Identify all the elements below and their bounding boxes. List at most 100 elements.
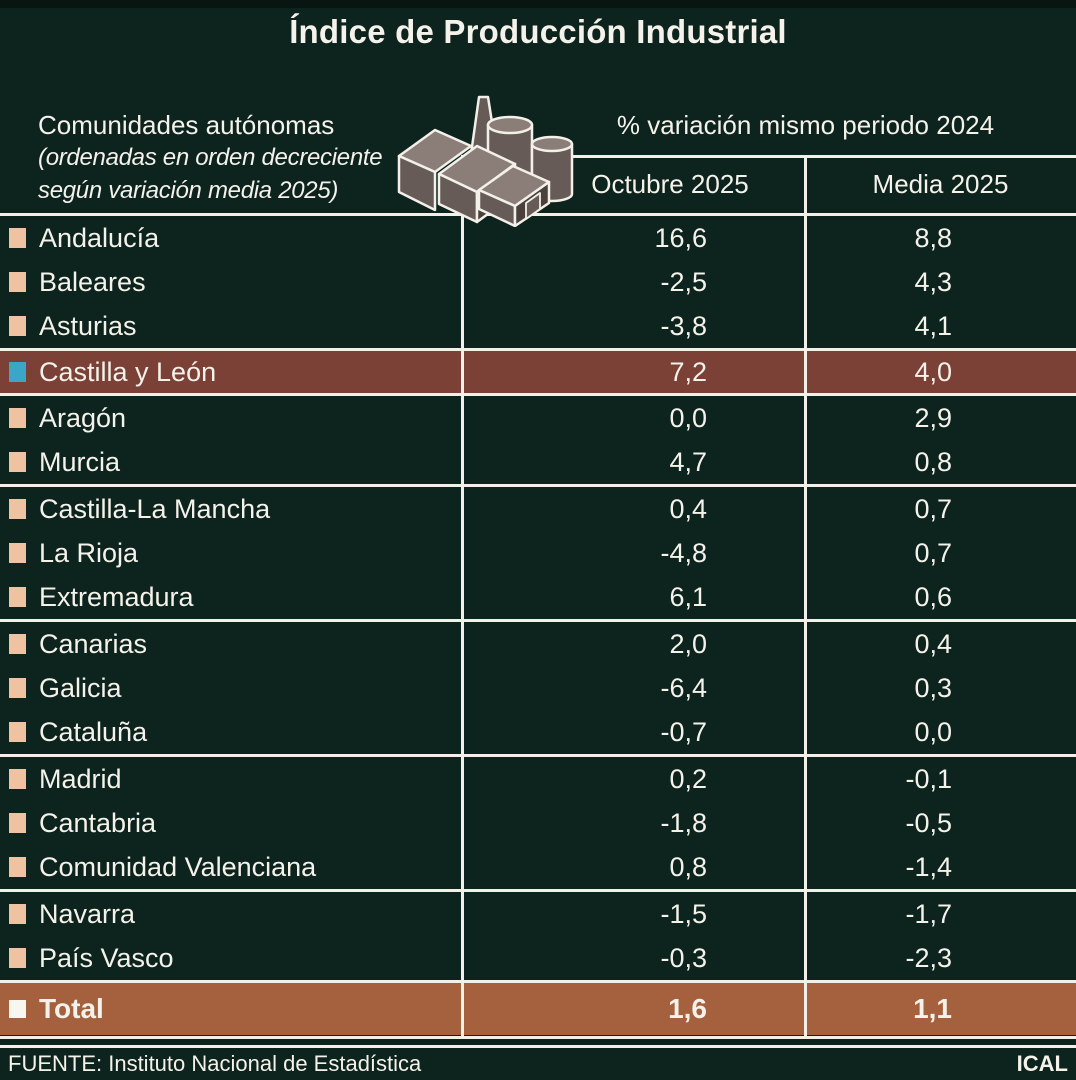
- region-label: Comunidad Valenciana: [39, 851, 317, 882]
- column-group-note-line2: según variación media 2025): [38, 177, 339, 204]
- row-marker: [9, 587, 26, 607]
- region-label: Asturias: [39, 310, 137, 341]
- media-value: 0,3: [914, 672, 952, 703]
- row-canarias: Canarias 2,0 0,4: [0, 622, 1076, 666]
- media-value: 0,6: [914, 581, 952, 612]
- octubre-value: 2,0: [669, 628, 707, 659]
- table-top-line: [0, 213, 1076, 216]
- octubre-value: -0,7: [660, 716, 707, 747]
- row-castilla-y-leon: Castilla y León 7,2 4,0: [0, 351, 1076, 393]
- region-label: Navarra: [39, 898, 136, 929]
- octubre-value: 4,7: [669, 446, 707, 477]
- group-separator: [0, 619, 1076, 622]
- region-label: Baleares: [39, 266, 146, 297]
- row-marker-total: [9, 1000, 26, 1018]
- table-vertical-divider-1: [461, 155, 464, 1039]
- table-bottom-line: [0, 1036, 1076, 1039]
- media-value: 4,3: [914, 266, 952, 297]
- column-group-note-line1: (ordenadas en orden decreciente: [38, 144, 383, 171]
- media-value: -1,4: [905, 851, 952, 882]
- region-label: Cataluña: [39, 716, 148, 747]
- region-label: La Rioja: [39, 537, 139, 568]
- octubre-value: -2,5: [660, 266, 707, 297]
- row-andalucia: Andalucía 16,6 8,8: [0, 216, 1076, 260]
- octubre-value: 7,2: [669, 356, 707, 387]
- octubre-value: 0,4: [669, 493, 707, 524]
- group-separator: [0, 393, 1076, 396]
- media-value: 4,0: [914, 356, 952, 387]
- row-extremadura: Extremadura 6,1 0,6: [0, 575, 1076, 619]
- region-label: Murcia: [39, 446, 121, 477]
- row-marker: [9, 678, 26, 698]
- media-value: 0,8: [914, 446, 952, 477]
- row-cataluna: Cataluña -0,7 0,0: [0, 710, 1076, 754]
- row-baleares: Baleares -2,5 4,3: [0, 260, 1076, 304]
- region-label: Andalucía: [39, 222, 160, 253]
- octubre-value: 1,6: [668, 993, 707, 1024]
- region-label: Castilla-La Mancha: [39, 493, 271, 524]
- media-value: -1,7: [905, 898, 952, 929]
- row-asturias: Asturias -3,8 4,1: [0, 304, 1076, 348]
- row-marker: [9, 948, 26, 968]
- row-castilla-la-mancha: Castilla-La Mancha 0,4 0,7: [0, 487, 1076, 531]
- octubre-value: 0,2: [669, 763, 707, 794]
- media-value: -2,3: [905, 942, 952, 973]
- media-value: -0,5: [905, 807, 952, 838]
- octubre-value: -3,8: [660, 310, 707, 341]
- credit-text: ICAL: [1016, 1051, 1068, 1076]
- row-marker: [9, 857, 26, 877]
- region-label: Madrid: [39, 763, 122, 794]
- row-marker: [9, 452, 26, 472]
- region-label: Extremadura: [39, 581, 194, 612]
- row-galicia: Galicia -6,4 0,3: [0, 666, 1076, 710]
- group-separator: [0, 889, 1076, 892]
- group-separator: [0, 980, 1076, 983]
- octubre-value: 0,0: [669, 402, 707, 433]
- media-value: 8,8: [914, 222, 952, 253]
- row-comunidad-valenciana: Comunidad Valenciana 0,8 -1,4: [0, 845, 1076, 889]
- region-label: Canarias: [39, 628, 148, 659]
- column-header-media: Media 2025: [872, 169, 1009, 199]
- header-divider-line: [462, 155, 1076, 158]
- octubre-value: 6,1: [669, 581, 707, 612]
- row-total: Total 1,6 1,1: [0, 983, 1076, 1035]
- top-strip: [0, 0, 1076, 8]
- source-text: FUENTE: Instituto Nacional de Estadístic…: [8, 1051, 422, 1076]
- group-separator: [0, 484, 1076, 487]
- footer-separator-line: [0, 1045, 1076, 1048]
- media-value: 0,7: [914, 493, 952, 524]
- region-label: Cantabria: [39, 807, 157, 838]
- row-marker: [9, 904, 26, 924]
- octubre-value: 0,8: [669, 851, 707, 882]
- page-title: Índice de Producción Industrial: [289, 13, 787, 50]
- region-label: Aragón: [39, 402, 127, 433]
- octubre-value: -0,3: [660, 942, 707, 973]
- row-aragon: Aragón 0,0 2,9: [0, 396, 1076, 440]
- octubre-value: -1,8: [660, 807, 707, 838]
- octubre-value: -6,4: [660, 672, 707, 703]
- region-label: País Vasco: [39, 942, 174, 973]
- row-marker: [9, 272, 26, 292]
- row-murcia: Murcia 4,7 0,8: [0, 440, 1076, 484]
- row-marker: [9, 543, 26, 563]
- row-marker: [9, 634, 26, 654]
- media-value: 0,7: [914, 537, 952, 568]
- group-separator: [0, 348, 1076, 351]
- row-madrid: Madrid 0,2 -0,1: [0, 757, 1076, 801]
- value-group-title: % variación mismo periodo 2024: [616, 110, 995, 140]
- row-marker: [9, 499, 26, 519]
- total-label: Total: [39, 993, 104, 1024]
- media-value: 4,1: [914, 310, 952, 341]
- media-value: 1,1: [913, 993, 952, 1024]
- row-marker-highlight: [9, 362, 26, 382]
- media-value: 2,9: [914, 402, 952, 433]
- row-cantabria: Cantabria -1,8 -0,5: [0, 801, 1076, 845]
- factory-icon: [397, 95, 574, 227]
- row-marker: [9, 228, 26, 248]
- octubre-value: -4,8: [660, 537, 707, 568]
- group-separator: [0, 754, 1076, 757]
- column-group-title: Comunidades autónomas: [38, 110, 335, 140]
- region-label: Castilla y León: [39, 356, 217, 387]
- column-header-octubre: Octubre 2025: [591, 169, 749, 199]
